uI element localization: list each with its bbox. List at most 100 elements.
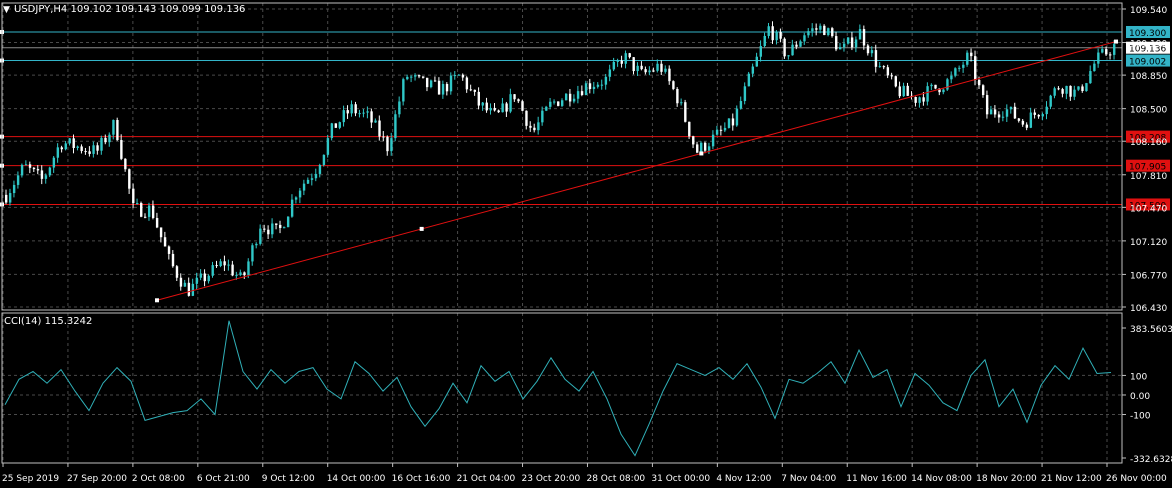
cci-tick-label: 100 bbox=[1130, 372, 1147, 382]
candle-body bbox=[755, 56, 758, 67]
candle-body bbox=[433, 80, 437, 82]
candle-body bbox=[453, 75, 457, 77]
candle-body bbox=[771, 26, 774, 41]
candle-body bbox=[481, 102, 484, 106]
candle-body bbox=[914, 96, 917, 103]
candle-body bbox=[509, 94, 512, 112]
candle-body bbox=[978, 79, 981, 86]
candle-body bbox=[858, 29, 862, 40]
candle-body bbox=[1097, 52, 1100, 64]
candle-body bbox=[942, 89, 945, 93]
candle-body bbox=[8, 193, 12, 203]
candle-body bbox=[505, 103, 508, 112]
candle-body bbox=[294, 197, 298, 200]
candle-body bbox=[60, 147, 63, 150]
candle-body bbox=[92, 145, 95, 154]
candle-body bbox=[676, 88, 679, 104]
candle-body bbox=[378, 120, 381, 137]
candle-body bbox=[596, 84, 600, 87]
current-price-tag bbox=[1126, 41, 1170, 54]
candle-body bbox=[195, 277, 199, 284]
candle-body bbox=[259, 228, 262, 244]
candle-body bbox=[414, 75, 417, 77]
candle-body bbox=[839, 47, 842, 50]
candle-body bbox=[1105, 49, 1108, 55]
candle-body bbox=[521, 101, 524, 111]
candle-body bbox=[763, 35, 766, 47]
candle-body bbox=[128, 169, 131, 189]
candle-body bbox=[322, 154, 326, 165]
candle-body bbox=[707, 146, 711, 151]
candle-body bbox=[441, 83, 445, 95]
time-tick-label: 9 Oct 12:00 bbox=[262, 474, 315, 484]
candle-body bbox=[628, 53, 631, 58]
candle-body bbox=[267, 229, 270, 235]
level-price-label: 107.500 bbox=[1129, 201, 1166, 211]
candle-body bbox=[120, 140, 123, 159]
candle-body bbox=[1065, 85, 1068, 94]
candle-body bbox=[696, 144, 699, 153]
candle-body bbox=[338, 122, 341, 128]
candle-body bbox=[668, 68, 671, 82]
price-grid bbox=[2, 3, 1122, 310]
candle-body bbox=[183, 282, 187, 287]
candle-body bbox=[831, 28, 834, 37]
candle-body bbox=[390, 138, 393, 152]
candle-body bbox=[1013, 106, 1017, 119]
candle-body bbox=[902, 85, 905, 97]
candle-body bbox=[680, 102, 683, 104]
candle-body bbox=[866, 45, 870, 54]
candle-body bbox=[819, 25, 822, 30]
candle-body bbox=[886, 67, 890, 76]
candle-body bbox=[410, 76, 413, 78]
candle-body bbox=[223, 261, 226, 266]
candle-body bbox=[799, 41, 802, 47]
candle-body bbox=[96, 145, 99, 151]
time-tick-label: 21 Oct 04:00 bbox=[457, 474, 516, 484]
candle-body bbox=[140, 203, 143, 217]
candle-body bbox=[513, 94, 516, 100]
candle-body bbox=[350, 104, 353, 114]
candle-body bbox=[477, 91, 480, 106]
candle-body bbox=[374, 120, 377, 123]
candle-body bbox=[989, 109, 993, 115]
candle-body bbox=[648, 70, 651, 73]
candle-body bbox=[108, 134, 111, 143]
time-tick-label: 16 Oct 16:00 bbox=[392, 474, 451, 484]
cci-tick-label: -100 bbox=[1130, 412, 1151, 422]
time-tick-label: 18 Nov 20:00 bbox=[976, 474, 1037, 484]
symbol-dropdown-icon[interactable]: ▼ bbox=[3, 5, 10, 15]
price-tick-label: 108.160 bbox=[1130, 138, 1167, 148]
horizontal-levels[interactable]: 109.300 109.002 108.208 107.905 107.500 109.1… bbox=[0, 25, 1170, 211]
candle-body bbox=[576, 91, 580, 99]
candle-body bbox=[370, 111, 373, 123]
candle-body bbox=[692, 136, 695, 145]
candle-body bbox=[306, 179, 310, 184]
candle-body bbox=[739, 101, 743, 109]
candle-body bbox=[775, 31, 778, 41]
candle-body bbox=[354, 104, 357, 114]
candle-body bbox=[247, 261, 250, 276]
candle-body bbox=[255, 243, 258, 246]
candle-body bbox=[251, 245, 254, 262]
candle-body bbox=[517, 99, 520, 102]
candle-body bbox=[497, 110, 500, 113]
candle-body bbox=[545, 106, 548, 111]
panel-frames bbox=[1, 2, 1123, 464]
candle-body bbox=[890, 75, 894, 77]
candle-body bbox=[44, 175, 48, 179]
level-price-tag bbox=[1126, 159, 1170, 172]
candle-body bbox=[310, 178, 314, 180]
candle-body bbox=[1017, 118, 1021, 121]
candle-body bbox=[239, 272, 242, 276]
candle-body bbox=[402, 79, 405, 102]
candle-body bbox=[974, 56, 977, 80]
candle-body bbox=[449, 75, 453, 92]
candle-body bbox=[52, 157, 56, 168]
candle-body bbox=[783, 38, 786, 57]
candle-body bbox=[557, 101, 560, 106]
candle-body bbox=[445, 83, 449, 92]
candle-body bbox=[485, 102, 488, 111]
trendline[interactable] bbox=[155, 39, 1118, 303]
